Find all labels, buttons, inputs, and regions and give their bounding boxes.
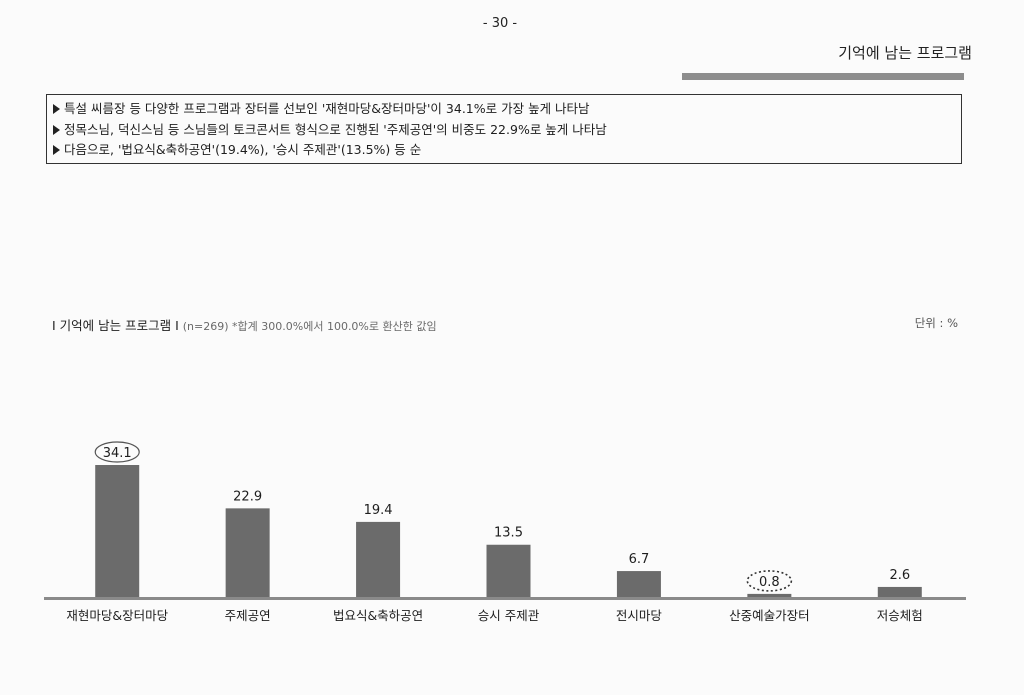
bar	[225, 508, 270, 597]
bar	[877, 586, 922, 597]
max-highlight-ring	[94, 441, 140, 463]
bullet-triangle-icon	[53, 104, 60, 114]
min-highlight-ring	[746, 570, 793, 592]
x-axis-baseline	[44, 597, 966, 600]
bar	[486, 544, 531, 597]
summary-line: 다음으로, '법요식&축하공연'(19.4%), '승시 주제관'(13.5%)…	[53, 140, 955, 161]
category-label: 저승체험	[877, 608, 923, 623]
data-label: 13.5	[494, 526, 523, 541]
bullet-triangle-icon	[53, 124, 60, 135]
data-label: 22.9	[233, 489, 262, 504]
bar	[95, 465, 140, 597]
category-label: 산중예술가장터	[729, 608, 810, 623]
data-label: 2.6	[889, 568, 910, 583]
summary-line: 특설 씨름장 등 다양한 프로그램과 장터를 선보인 '재현마당&장터마당'이 …	[53, 99, 955, 120]
chart-header: I 기억에 남는 프로그램 I (n=269) *합계 300.0%에서 100…	[52, 315, 437, 334]
chart-note: (n=269) *합계 300.0%에서 100.0%로 환산한 값임	[182, 320, 437, 333]
summary-text: 정목스님, 덕신스님 등 스님들의 토크콘서트 형식으로 진행된 '주제공연'의…	[64, 121, 607, 137]
bar	[747, 593, 792, 597]
unit-label: 단위 : %	[914, 316, 958, 330]
bar	[356, 521, 401, 597]
summary-text: 다음으로, '법요식&축하공연'(19.4%), '승시 주제관'(13.5%)…	[64, 142, 422, 157]
section-rule	[682, 73, 964, 80]
bullet-triangle-icon	[53, 145, 60, 155]
summary-text: 특설 씨름장 등 다양한 프로그램과 장터를 선보인 '재현마당&장터마당'이 …	[64, 101, 590, 116]
category-label: 전시마당	[616, 608, 663, 623]
data-label: 0.8	[759, 575, 780, 590]
bar	[616, 571, 661, 597]
summary-box: 특설 씨름장 등 다양한 프로그램과 장터를 선보인 '재현마당&장터마당'이 …	[46, 94, 962, 164]
category-label: 재현마당&장터마당	[66, 608, 168, 623]
data-label: 19.4	[364, 503, 393, 518]
data-label: 6.7	[629, 552, 650, 567]
section-title: 기억에 남는 프로그램	[838, 44, 972, 62]
category-label: 법요식&축하공연	[333, 608, 423, 623]
page-number: - 30 -	[482, 16, 518, 31]
category-label: 주제공연	[225, 608, 271, 623]
data-label: 34.1	[103, 446, 132, 461]
category-label: 승시 주제관	[478, 608, 540, 623]
summary-line: 정목스님, 덕신스님 등 스님들의 토크콘서트 형식으로 진행된 '주제공연'의…	[53, 120, 955, 141]
chart-title: I 기억에 남는 프로그램 I	[52, 318, 179, 333]
